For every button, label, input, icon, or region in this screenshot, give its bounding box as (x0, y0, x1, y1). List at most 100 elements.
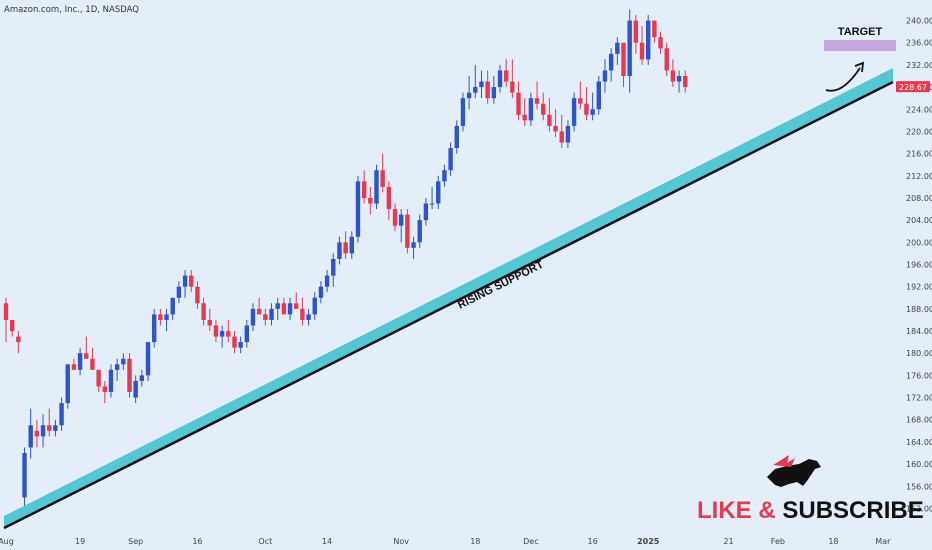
candle-body (368, 197, 373, 204)
candle-body (491, 87, 497, 99)
candle-body (670, 70, 676, 82)
candle-body (189, 275, 194, 287)
candle-body (250, 308, 256, 326)
price-axis[interactable]: 152.00 156.00 160.00 164.00 168.00 172.00 176.… (906, 17, 932, 514)
candle-body (590, 109, 595, 115)
candle-body (615, 42, 620, 54)
candle-body (565, 125, 571, 143)
candle-body (263, 314, 268, 320)
candle-body (195, 286, 200, 304)
candle-body (219, 331, 225, 337)
candle-body (584, 103, 589, 115)
price-badge: 228.67 (896, 81, 930, 93)
price-tick-label: 224.00 (906, 105, 932, 114)
candle-body (318, 286, 324, 298)
candle-body (40, 425, 46, 437)
like-subscribe-watermark: LIKE & SUBSCRIBE (697, 455, 924, 524)
candle-body (627, 20, 632, 76)
candle-body (411, 242, 416, 248)
price-tick-label: 204.00 (906, 216, 932, 225)
time-tick-label: 18 (828, 537, 838, 546)
candle-body (571, 98, 577, 126)
candle-body (182, 275, 188, 287)
candle-body (399, 214, 404, 226)
trendline[interactable] (3, 80, 894, 530)
candle-body (34, 430, 40, 437)
time-tick-label: 21 (723, 537, 733, 546)
arrow-head-icon (854, 61, 865, 73)
candle-body (596, 81, 601, 110)
candle-body (646, 20, 651, 60)
price-tick-label: 212.00 (906, 172, 932, 181)
time-tick-label: Sep (128, 537, 143, 546)
candle-body (497, 70, 503, 88)
price-tick-label: 236.00 (906, 39, 932, 48)
target-label: TARGET (838, 26, 883, 38)
candle-body (473, 87, 478, 93)
candle-body (164, 314, 169, 320)
candle-body (528, 98, 534, 121)
candle-body (287, 303, 293, 315)
candle-body (108, 369, 114, 393)
price-tick-label: 184.00 (906, 327, 932, 336)
candle-body (510, 81, 515, 93)
time-tick-label: Mar (875, 537, 891, 546)
price-tick-label: 188.00 (906, 305, 932, 314)
target-zone (824, 39, 896, 52)
candle-body (621, 42, 626, 76)
candle-body (77, 353, 83, 370)
target-arrow (825, 67, 861, 92)
candle-body (232, 336, 237, 348)
candle-body (294, 303, 299, 309)
candle-body (553, 125, 558, 132)
candle-body (639, 42, 645, 60)
price-tick-label: 172.00 (906, 394, 932, 403)
price-tick-label: 240.00 (906, 17, 932, 26)
candle-body (71, 364, 77, 370)
time-tick-label: 19 (75, 537, 85, 546)
candle-body (226, 331, 231, 337)
time-tick-label: 16 (588, 537, 598, 546)
candle-body (380, 170, 385, 187)
candle-body (664, 48, 669, 71)
candle-body (559, 131, 564, 143)
candle-body (448, 148, 453, 171)
candle-body (676, 75, 682, 82)
candle-body (324, 275, 330, 287)
price-tick-label: 164.00 (906, 438, 932, 447)
time-tick-label: Oct (258, 537, 272, 546)
candle-body (312, 297, 317, 315)
time-axis[interactable]: Aug 19 Sep 16 Oct 14 Nov 18 Dec 16 2025 21 Feb 18 Mar (0, 537, 891, 546)
price-tick-label: 156.00 (906, 482, 932, 491)
time-tick-label: Aug (0, 537, 14, 546)
candle-body (361, 181, 367, 198)
support-band (4, 68, 893, 528)
time-tick-label: 18 (470, 537, 480, 546)
candle-body (374, 170, 379, 204)
candle-body (460, 98, 466, 126)
price-tick-label: 232.00 (906, 61, 932, 70)
candle-body (683, 75, 688, 88)
candle-body (133, 380, 138, 398)
candle-body (139, 375, 145, 381)
candle-body (47, 425, 52, 431)
candle-body (176, 286, 182, 298)
candle-body (392, 209, 398, 226)
like-subscribe-text: LIKE & SUBSCRIBE (697, 497, 924, 524)
candle-body (608, 53, 614, 71)
candle-body (442, 170, 447, 182)
candle-body (541, 103, 546, 115)
candle-body (534, 98, 540, 104)
time-tick-label: Feb (771, 537, 785, 546)
candle-body (22, 453, 27, 498)
candle-body (238, 342, 243, 348)
time-tick-label: 16 (192, 537, 202, 546)
price-badge-value: 228.67 (899, 83, 927, 92)
candle-body (244, 325, 250, 343)
candle-body (436, 181, 441, 204)
candle-body (423, 203, 429, 221)
candle-body (90, 358, 95, 370)
candle-body (127, 358, 132, 393)
price-tick-label: 208.00 (906, 194, 932, 203)
